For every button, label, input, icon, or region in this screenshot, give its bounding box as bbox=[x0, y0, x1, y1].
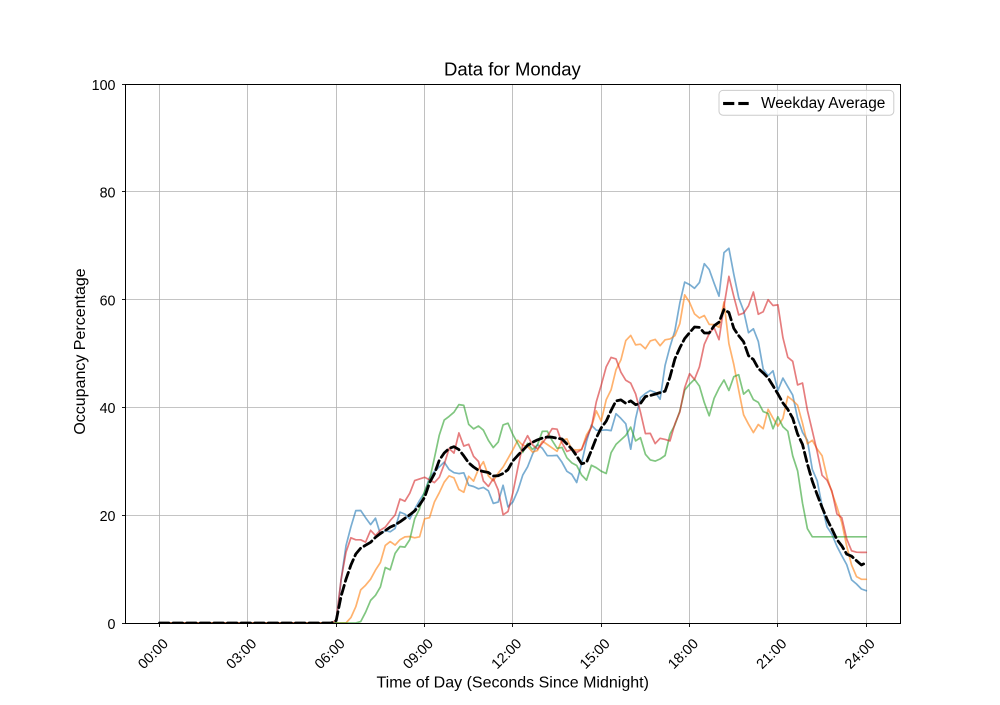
svg-text:Time of Day (Seconds Since Mid: Time of Day (Seconds Since Midnight) bbox=[376, 675, 648, 692]
svg-text:Data for Monday: Data for Monday bbox=[444, 59, 582, 80]
svg-text:100: 100 bbox=[92, 78, 116, 94]
svg-text:80: 80 bbox=[100, 186, 116, 202]
svg-text:Weekday Average: Weekday Average bbox=[761, 95, 885, 112]
svg-text:Occupancy Percentage: Occupancy Percentage bbox=[72, 268, 89, 434]
svg-text:0: 0 bbox=[108, 617, 116, 633]
svg-text:20: 20 bbox=[100, 509, 116, 525]
svg-text:40: 40 bbox=[100, 401, 116, 417]
svg-text:60: 60 bbox=[100, 293, 116, 309]
